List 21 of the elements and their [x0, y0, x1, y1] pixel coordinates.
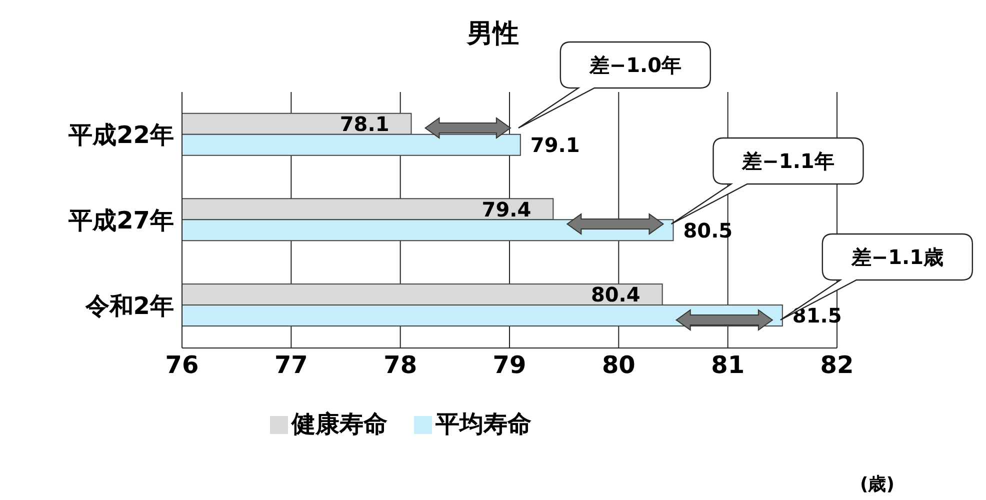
data-label: 80.4	[590, 282, 640, 307]
data-label: 79.4	[482, 197, 532, 222]
legend-label: 健康寿命	[292, 410, 388, 438]
x-tick-label: 81	[711, 351, 745, 380]
legend-label: 平均寿命	[436, 410, 532, 438]
data-label: 79.1	[530, 132, 580, 157]
x-tick-label: 80	[602, 351, 636, 380]
x-tick-label: 82	[820, 351, 854, 380]
x-tick-label: 79	[492, 351, 526, 380]
text: 差−1.0年	[588, 53, 682, 77]
text: (歳)	[860, 474, 894, 495]
annotation: 差−1.1年	[741, 149, 834, 173]
x-tick-label: 76	[165, 351, 199, 380]
text: 差−1.1歳	[850, 245, 944, 269]
y-tick-label: 平成22年	[68, 121, 174, 150]
y-tick-label: 令和2年	[84, 292, 174, 320]
x-tick-label: 77	[274, 351, 308, 380]
chart-title: 男性	[466, 18, 520, 51]
y-tick-label: 平成27年	[68, 206, 174, 235]
data-label: 78.1	[340, 112, 390, 136]
x-tick-label: 78	[384, 351, 418, 380]
